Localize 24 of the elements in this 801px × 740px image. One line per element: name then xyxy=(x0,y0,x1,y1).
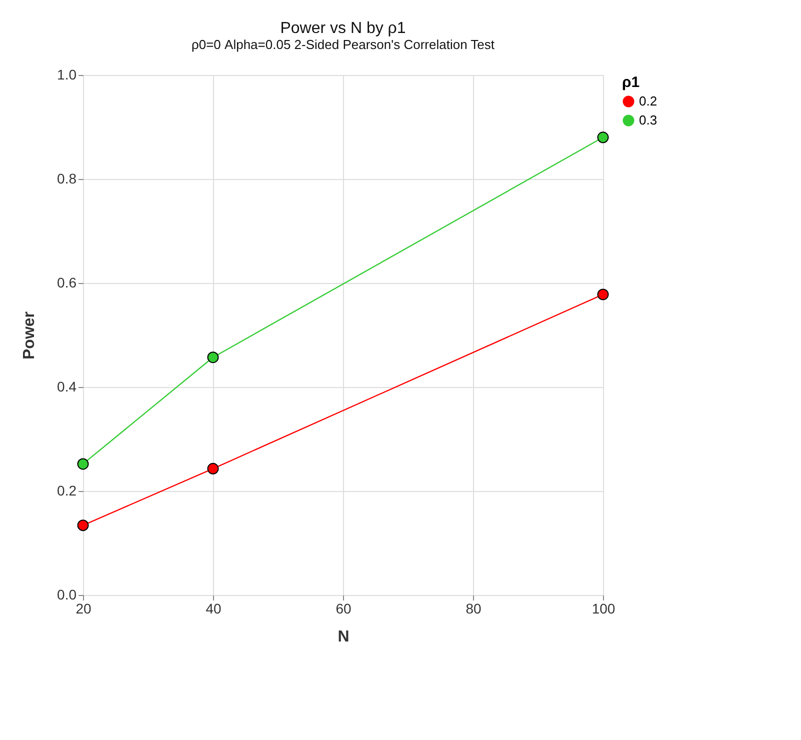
x-tick-label: 40 xyxy=(206,600,222,616)
point xyxy=(207,352,219,364)
legend-label: 0.2 xyxy=(639,94,658,108)
y-tick-label: 0.2 xyxy=(57,482,77,498)
x-tick-label: 80 xyxy=(466,600,482,616)
x-tick-label: 100 xyxy=(592,600,616,616)
chart-title: Power vs N by ρ1 xyxy=(280,20,406,37)
y-axis-title: Power xyxy=(21,311,38,360)
x-tick-label: 20 xyxy=(76,600,92,616)
point xyxy=(597,288,609,300)
y-tick-label: 0.6 xyxy=(57,274,77,290)
x-tick-label: 60 xyxy=(336,600,352,616)
legend-label: 0.3 xyxy=(639,112,658,128)
y-tick-label: 0.0 xyxy=(57,586,77,602)
legend-title: ρ1 xyxy=(622,74,640,91)
point xyxy=(207,462,219,474)
y-tick-label: 1.0 xyxy=(57,66,77,82)
point xyxy=(77,458,89,470)
x-axis-title: N xyxy=(338,628,350,646)
point xyxy=(597,132,609,144)
y-tick-label: 0.4 xyxy=(57,378,77,394)
chart-subtitle: ρ0=0 Alpha=0.05 2-Sided Pearson's Correlation Test xyxy=(191,37,495,52)
point xyxy=(77,520,89,532)
y-tick-label: 0.8 xyxy=(57,170,77,186)
